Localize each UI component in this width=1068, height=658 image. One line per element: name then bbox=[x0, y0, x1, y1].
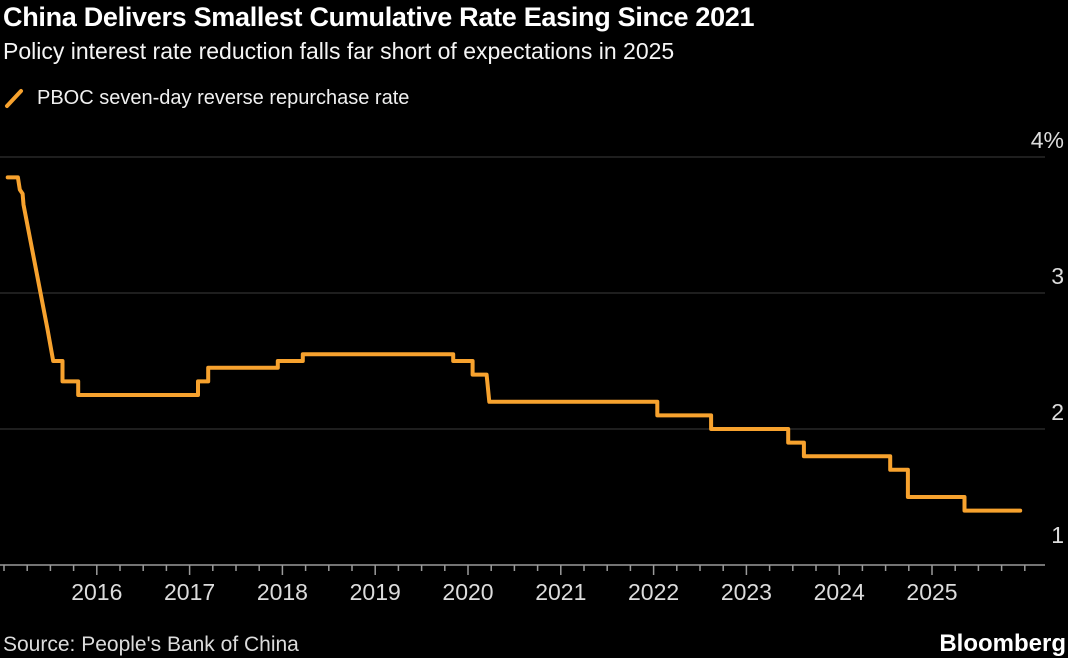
rate-line-series bbox=[5, 175, 1023, 513]
source-note: Source: People's Bank of China bbox=[3, 633, 299, 656]
legend-label: PBOC seven-day reverse repurchase rate bbox=[37, 87, 410, 109]
bloomberg-logo: Bloomberg bbox=[939, 630, 1066, 657]
y-axis-label: 1 bbox=[1051, 522, 1064, 548]
x-axis-label: 2023 bbox=[721, 579, 772, 605]
legend: PBOC seven-day reverse repurchase rate bbox=[3, 87, 409, 110]
x-axis-label: 2016 bbox=[71, 579, 122, 605]
x-axis-label: 2022 bbox=[628, 579, 679, 605]
y-axis-label: 4% bbox=[1031, 127, 1064, 153]
x-axis-label: 2025 bbox=[906, 579, 957, 605]
x-axis-label: 2019 bbox=[350, 579, 401, 605]
x-axis-label: 2017 bbox=[164, 579, 215, 605]
x-axis-label: 2021 bbox=[535, 579, 586, 605]
x-axis-label: 2020 bbox=[442, 579, 493, 605]
chart-subtitle: Policy interest rate reduction falls far… bbox=[3, 38, 675, 64]
line-series-icon bbox=[5, 89, 23, 108]
x-axis-label: 2024 bbox=[814, 579, 865, 605]
y-axis-label: 2 bbox=[1051, 399, 1064, 425]
chart-title: China Delivers Smallest Cumulative Rate … bbox=[3, 2, 755, 32]
x-axis-label: 2018 bbox=[257, 579, 308, 605]
y-axis-label: 3 bbox=[1051, 263, 1064, 289]
